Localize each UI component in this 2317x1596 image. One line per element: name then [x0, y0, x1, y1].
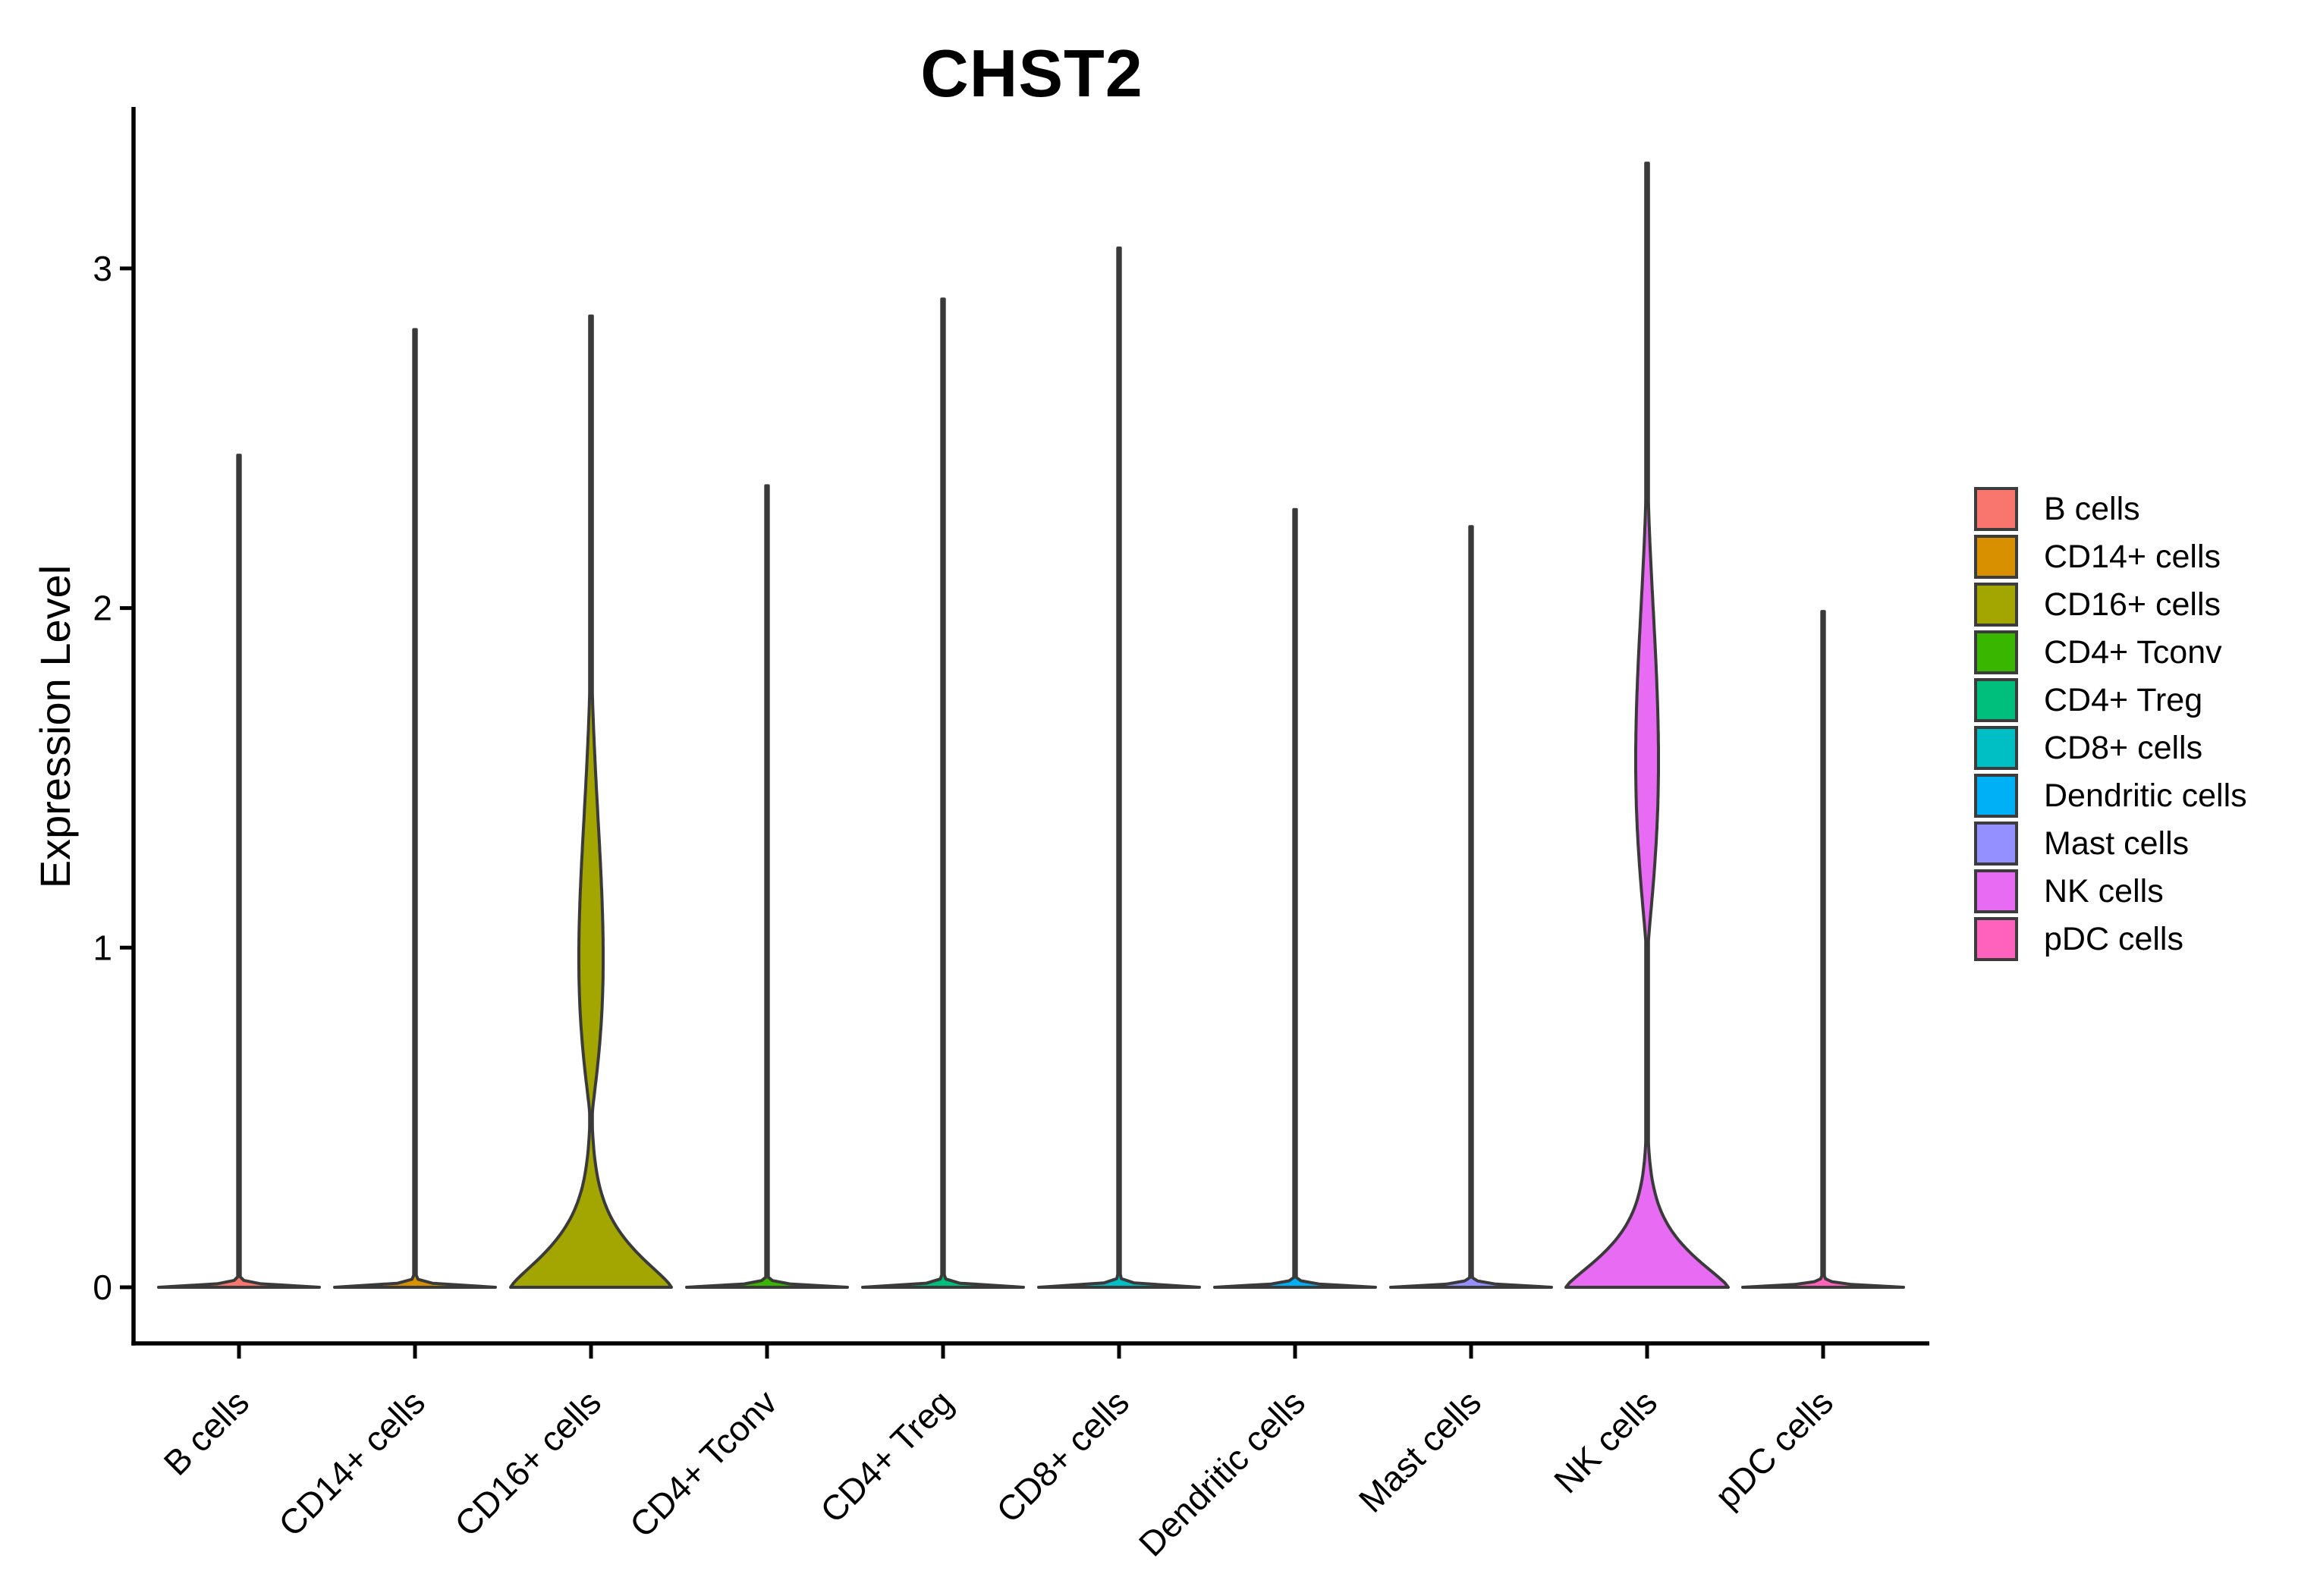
legend-label: pDC cells [2044, 920, 2183, 957]
legend-item-cd14-cells: CD14+ cells [1974, 535, 2247, 579]
x-tick-label: Mast cells [1351, 1382, 1489, 1519]
legend-item-cd16-cells: CD16+ cells [1974, 583, 2247, 627]
violin-nk-cells [1564, 162, 1730, 1289]
x-tick-label: CD14+ cells [271, 1382, 432, 1544]
violin-cd16-cells [509, 314, 673, 1289]
legend-label: NK cells [2044, 872, 2164, 910]
legend-swatch [1974, 822, 2018, 866]
x-tick-label: Dendritic cells [1131, 1382, 1313, 1563]
legend-label: CD4+ Tconv [2044, 633, 2222, 671]
legend-item-b-cells: B cells [1974, 487, 2247, 531]
plot-title: CHST2 [920, 36, 1143, 111]
x-tick-label: CD16+ cells [447, 1382, 608, 1544]
legend-item-cd8-cells: CD8+ cells [1974, 726, 2247, 770]
legend-item-dendritic-cells: Dendritic cells [1974, 774, 2247, 818]
x-tick-label: CD4+ Treg [813, 1382, 960, 1530]
legend-swatch [1974, 630, 2018, 674]
y-tick-label: 1 [93, 928, 112, 967]
legend-label: CD8+ cells [2044, 729, 2203, 766]
violin-b-cells [157, 454, 321, 1289]
violin-cd14-cells [333, 328, 497, 1289]
legend-label: CD16+ cells [2044, 586, 2221, 623]
y-tick-label: 0 [93, 1268, 112, 1307]
x-tick-label: NK cells [1546, 1382, 1665, 1500]
legend-item-mast-cells: Mast cells [1974, 822, 2247, 866]
x-tick-label: CD4+ Tconv [622, 1382, 784, 1544]
legend-swatch [1974, 583, 2018, 627]
legend-label: CD4+ Treg [2044, 681, 2203, 718]
violin-pdc-cells [1741, 610, 1905, 1289]
violin-cd8-cells [1037, 247, 1201, 1289]
y-tick-label: 2 [93, 589, 112, 628]
legend-swatch [1974, 678, 2018, 722]
x-tick-label: pDC cells [1707, 1382, 1841, 1516]
x-tick-label: B cells [156, 1382, 256, 1483]
y-tick-label: 3 [93, 249, 112, 288]
legend-swatch [1974, 726, 2018, 770]
legend-swatch [1974, 487, 2018, 531]
legend-item-nk-cells: NK cells [1974, 869, 2247, 913]
legend-item-cd4-treg: CD4+ Treg [1974, 678, 2247, 722]
legend-label: Mast cells [2044, 825, 2190, 862]
legend-swatch [1974, 869, 2018, 913]
legend-swatch [1974, 535, 2018, 579]
violin-cd4-treg [861, 297, 1025, 1289]
violin-dendritic-cells [1213, 507, 1377, 1289]
legend-label: CD14+ cells [2044, 538, 2221, 575]
x-tick-label: CD8+ cells [989, 1382, 1136, 1530]
legend-swatch [1974, 917, 2018, 961]
legend: B cells CD14+ cells CD16+ cells CD4+ Tconv C… [1974, 487, 2247, 965]
legend-label: B cells [2044, 490, 2140, 527]
legend-item-pdc-cells: pDC cells [1974, 917, 2247, 961]
legend-label: Dendritic cells [2044, 777, 2247, 814]
violin-cd4-tconv [685, 484, 849, 1289]
legend-item-cd4-tconv: CD4+ Tconv [1974, 630, 2247, 674]
violin-mast-cells [1389, 525, 1553, 1289]
legend-swatch [1974, 774, 2018, 818]
